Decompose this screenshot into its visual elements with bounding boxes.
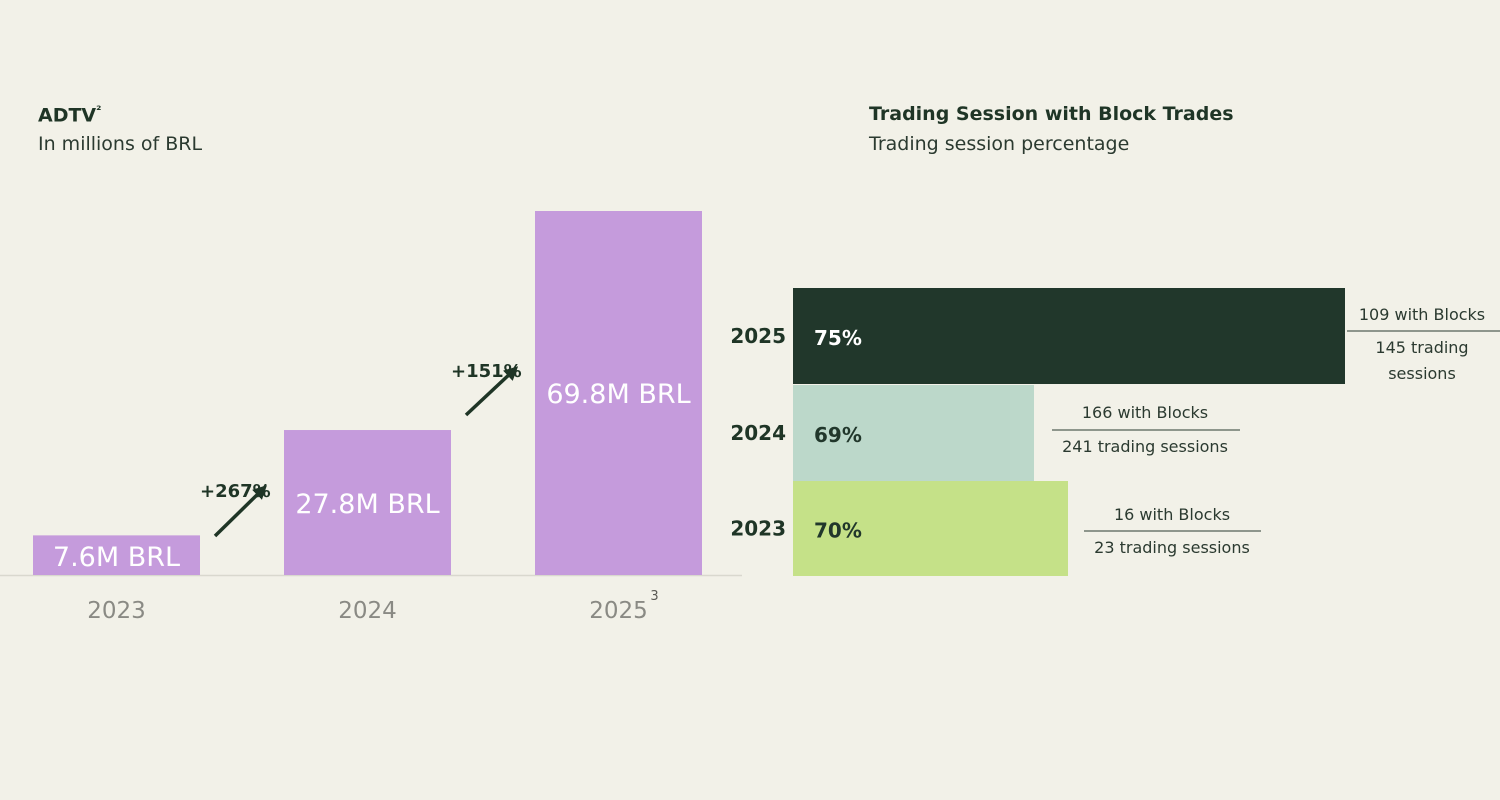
- session-bar: [793, 288, 1345, 384]
- with-blocks-label: 109 with Blocks: [1359, 305, 1485, 324]
- with-blocks-label: 166 with Blocks: [1082, 403, 1208, 422]
- growth-label: +151%: [451, 361, 522, 382]
- adtv-category-footnote: 3: [650, 589, 658, 604]
- trading-sessions-label: sessions: [1388, 364, 1456, 383]
- adtv-category-label: 2024: [338, 598, 397, 624]
- session-bar: [793, 385, 1034, 481]
- sessions-title: Trading Session with Block Trades: [869, 103, 1234, 125]
- growth-label: +267%: [200, 481, 271, 502]
- adtv-value-label: 7.6M BRL: [53, 542, 180, 573]
- adtv-value-label: 27.8M BRL: [295, 489, 439, 520]
- sessions-subtitle: Trading session percentage: [869, 133, 1130, 155]
- adtv-bar: [535, 211, 702, 575]
- session-year-label: 2025: [730, 324, 786, 348]
- session-percent-label: 70%: [814, 519, 862, 543]
- trading-sessions-label: 241 trading sessions: [1062, 437, 1228, 456]
- session-percent-label: 75%: [814, 326, 862, 350]
- trading-sessions-label: 145 trading: [1375, 338, 1468, 357]
- adtv-bar: [284, 430, 451, 575]
- growth-arrow: [464, 366, 519, 417]
- adtv-subtitle: In millions of BRL: [38, 133, 203, 155]
- adtv-title: ADTV²: [38, 103, 102, 127]
- adtv-bar: [33, 535, 200, 575]
- adtv-value-label: 69.8M BRL: [546, 379, 690, 410]
- with-blocks-label: 16 with Blocks: [1114, 505, 1230, 524]
- adtv-category-label: 2023: [87, 598, 146, 624]
- session-bar: [793, 481, 1068, 576]
- session-year-label: 2024: [730, 421, 786, 445]
- session-year-label: 2023: [730, 517, 786, 541]
- session-percent-label: 69%: [814, 423, 862, 447]
- adtv-category-label: 2025: [589, 598, 648, 624]
- growth-arrow: [213, 485, 268, 538]
- trading-sessions-label: 23 trading sessions: [1094, 538, 1250, 557]
